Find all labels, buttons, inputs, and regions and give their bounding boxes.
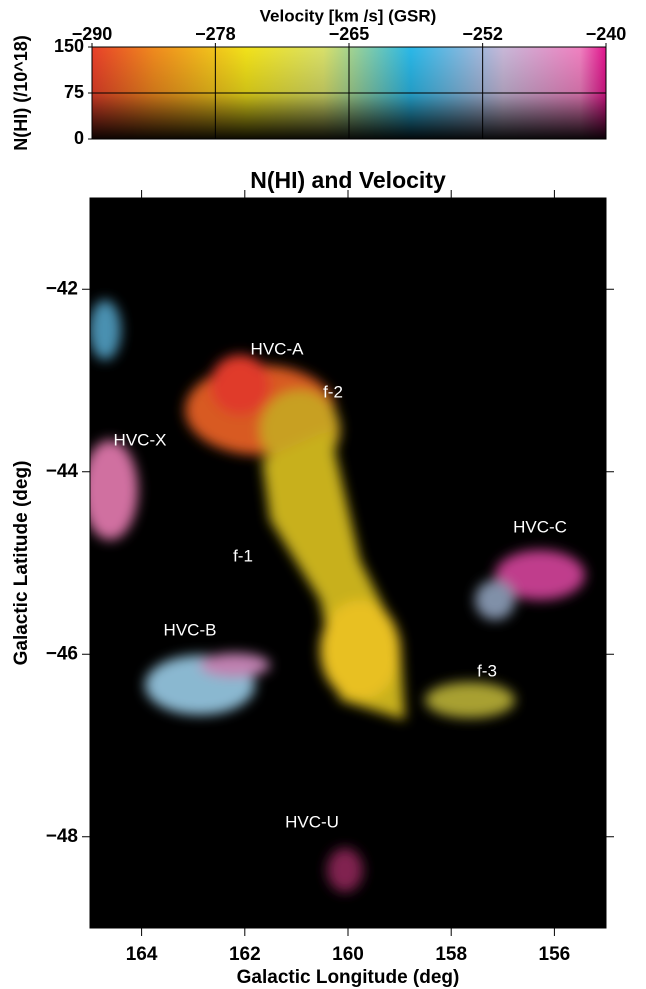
x-tick-label: −265	[329, 24, 370, 44]
cloud	[475, 580, 515, 620]
chart-title: N(HI) and Velocity	[250, 167, 446, 193]
y-tick-label: 0	[74, 128, 84, 148]
x-tick-label: 160	[332, 944, 364, 965]
annotation: f-1	[233, 546, 253, 565]
annotation: HVC-X	[114, 430, 167, 449]
x-tick-label: 156	[539, 944, 571, 965]
x-tick-label: −240	[586, 24, 627, 44]
y-tick-label: 75	[64, 82, 84, 102]
cloud	[327, 848, 363, 892]
cloud	[89, 300, 121, 360]
map: HVC-A f-2 HVC-X HVC-C f-1 HVC-B f-3 HVC-…	[82, 198, 606, 928]
y-tick-label: 150	[54, 36, 84, 56]
annotation: HVC-C	[513, 517, 567, 536]
colorbar-y-label: N(HI) (/10^18)	[11, 35, 31, 151]
annotation: HVC-B	[164, 620, 217, 639]
annotation: HVC-U	[285, 812, 339, 831]
y-tick-label: −48	[46, 826, 78, 847]
annotation: f-3	[477, 661, 497, 680]
annotation: HVC-A	[251, 339, 305, 358]
x-tick-label: −252	[462, 24, 503, 44]
cloud	[320, 600, 400, 700]
colorbar-label: Velocity [km /s] (GSR)	[260, 6, 437, 25]
y-tick-label: −46	[46, 643, 78, 664]
x-tick-label: −278	[195, 24, 236, 44]
y-axis-label: Galactic Latitude (deg)	[11, 461, 32, 666]
x-tick-label: 158	[435, 944, 467, 965]
x-axis-label: Galactic Longitude (deg)	[237, 967, 460, 988]
y-tick-label: −42	[46, 278, 78, 299]
annotation: f-2	[323, 382, 343, 401]
cloud	[200, 653, 270, 677]
figure: HVC-A f-2 HVC-X HVC-C f-1 HVC-B f-3 HVC-…	[0, 0, 646, 989]
x-tick-label: 164	[126, 944, 158, 965]
cloud	[425, 682, 515, 718]
x-tick-label: 162	[229, 944, 261, 965]
cloud	[210, 355, 270, 415]
y-tick-label: −44	[46, 461, 79, 482]
